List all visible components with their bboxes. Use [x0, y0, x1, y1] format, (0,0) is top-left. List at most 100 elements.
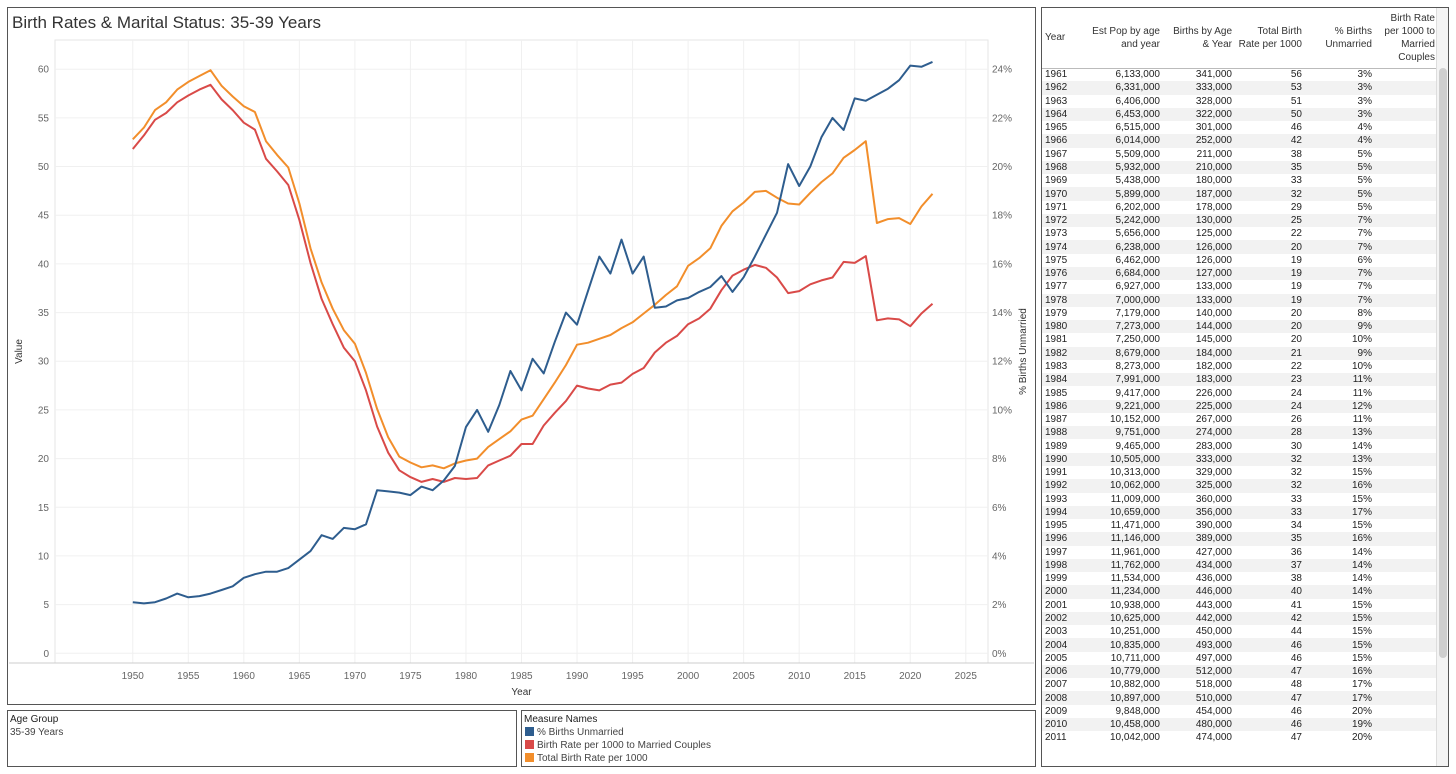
table-row[interactable]: 1968 5,932,000 210,000 35 5% [1042, 160, 1437, 175]
table-cell: 19 [1234, 266, 1304, 281]
table-cell [1374, 240, 1437, 254]
data-table-panel[interactable]: Year Est Pop by age and year Births by A… [1041, 7, 1449, 767]
table-header-row: Year Est Pop by age and year Births by A… [1042, 8, 1437, 69]
line-chart[interactable]: 1950 1955 1960 1965 1970 1975 1980 1985 1990 1995… [8, 8, 1035, 704]
table-row[interactable]: 1972 5,242,000 130,000 25 7% [1042, 213, 1437, 228]
table-cell [1374, 678, 1437, 691]
table-cell: 35 [1234, 532, 1304, 546]
table-cell: 11,534,000 [1110, 573, 1160, 585]
table-row[interactable]: 1964 6,453,000 322,000 50 3% [1042, 107, 1437, 122]
table-row[interactable]: 1969 5,438,000 180,000 33 5% [1042, 174, 1437, 187]
table-row[interactable]: 2001 10,938,000 443,000 41 15% [1042, 599, 1437, 612]
table-row[interactable]: 2000 11,234,000 446,000 40 14% [1042, 585, 1437, 599]
table-row[interactable]: 1962 6,331,000 333,000 53 3% [1042, 81, 1437, 95]
series-line-married[interactable] [132, 83, 934, 483]
table-row[interactable]: 1977 6,927,000 133,000 19 7% [1042, 280, 1437, 293]
table-row[interactable]: 1975 6,462,000 126,000 19 6% [1042, 254, 1437, 267]
table-row[interactable]: 1996 11,146,000 389,000 35 16% [1042, 532, 1437, 546]
legend-item-married[interactable]: Birth Rate per 1000 to Married Couples [525, 740, 711, 751]
table-cell: 53 [1234, 81, 1304, 95]
table-row[interactable]: 1982 8,679,000 184,000 21 9% [1042, 346, 1437, 360]
age-group-filter[interactable]: Age Group 35-39 Years [7, 710, 517, 767]
table-row[interactable]: 2003 10,251,000 450,000 44 15% [1042, 625, 1437, 638]
x-tick-label: 2025 [955, 671, 978, 682]
y-tick-label: 50 [38, 162, 50, 173]
table-row[interactable]: 1966 6,014,000 252,000 42 4% [1042, 134, 1437, 148]
table-row[interactable]: 1971 6,202,000 178,000 29 5% [1042, 201, 1437, 214]
table-row[interactable]: 2011 10,042,000 474,000 47 20% [1042, 731, 1437, 744]
table-row[interactable]: 1989 9,465,000 283,000 30 14% [1042, 439, 1437, 452]
table-cell: 2010 [1042, 718, 1090, 732]
table-row[interactable]: 2010 10,458,000 480,000 46 19% [1042, 718, 1437, 732]
table-row[interactable]: 2009 9,848,000 454,000 46 20% [1042, 705, 1437, 718]
table-cell: 356,000 [1162, 505, 1234, 520]
table-cell: 10,897,000 [1090, 691, 1162, 705]
table-row[interactable]: 2006 10,779,000 512,000 47 16% [1042, 664, 1437, 679]
table-row[interactable]: 2004 10,835,000 493,000 46 15% [1042, 638, 1437, 652]
legend-item-total[interactable]: Total Birth Rate per 1000 [525, 753, 648, 764]
table-row[interactable]: 1998 11,762,000 434,000 37 14% [1042, 558, 1437, 573]
table-row[interactable]: 2007 10,882,000 518,000 48 17% [1042, 678, 1437, 691]
table-row[interactable]: 2002 10,625,000 442,000 42 15% [1042, 611, 1437, 626]
table-cell: 29 [1290, 201, 1302, 213]
table-row[interactable]: 1990 10,505,000 333,000 32 13% [1042, 452, 1437, 466]
table-row[interactable]: 1970 5,899,000 187,000 32 5% [1042, 187, 1437, 201]
table-row[interactable]: 1985 9,417,000 226,000 24 11% [1042, 386, 1437, 399]
table-row[interactable]: 1987 10,152,000 267,000 26 11% [1042, 413, 1437, 426]
header-married-birth-rate[interactable]: Birth Rate per 1000 to Married Couples [1374, 8, 1437, 69]
series-line-unmarried[interactable] [132, 60, 933, 605]
table-row[interactable]: 1974 6,238,000 126,000 20 7% [1042, 240, 1437, 254]
table-row[interactable]: 1991 10,313,000 329,000 32 15% [1042, 466, 1437, 479]
series-line-total[interactable] [132, 69, 934, 470]
filter-value[interactable]: 35-39 Years [10, 727, 64, 738]
header-births[interactable]: Births by Age & Year [1162, 8, 1234, 69]
table-row[interactable]: 1978 7,000,000 133,000 19 7% [1042, 293, 1437, 307]
table-row[interactable]: 1995 11,471,000 390,000 34 15% [1042, 519, 1437, 532]
scrollbar-thumb[interactable] [1439, 68, 1447, 658]
header-est-pop[interactable]: Est Pop by age and year [1090, 8, 1162, 69]
legend-swatch [525, 740, 534, 749]
table-cell: 24 [1290, 387, 1302, 399]
table-row[interactable]: 1993 11,009,000 360,000 33 15% [1042, 493, 1437, 506]
table-row[interactable]: 1994 10,659,000 356,000 33 17% [1042, 505, 1437, 520]
table-row[interactable]: 1963 6,406,000 328,000 51 3% [1042, 95, 1437, 108]
header-pct-unmarried[interactable]: % Births Unmarried [1304, 8, 1374, 69]
table-cell [1374, 718, 1437, 732]
table-row[interactable]: 1984 7,991,000 183,000 23 11% [1042, 373, 1437, 387]
table-cell: 7,000,000 [1090, 293, 1162, 307]
table-row[interactable]: 1988 9,751,000 274,000 28 13% [1042, 426, 1437, 440]
table-cell: 1993 [1045, 493, 1068, 505]
table-cell [1374, 413, 1437, 426]
table-row[interactable]: 1976 6,684,000 127,000 19 7% [1042, 266, 1437, 281]
table-cell [1374, 652, 1437, 665]
table-row[interactable]: 1980 7,273,000 144,000 20 9% [1042, 320, 1437, 334]
table-scrollbar[interactable] [1436, 8, 1448, 766]
table-row[interactable]: 1999 11,534,000 436,000 38 14% [1042, 572, 1437, 585]
table-row[interactable]: 2005 10,711,000 497,000 46 15% [1042, 652, 1437, 665]
table-row[interactable]: 1992 10,062,000 325,000 32 16% [1042, 479, 1437, 493]
table-cell: 442,000 [1162, 611, 1234, 626]
legend-item-unmarried[interactable]: % Births Unmarried [525, 727, 624, 738]
table-cell: 1969 [1045, 175, 1068, 187]
table-cell: 11% [1352, 414, 1372, 426]
table-row[interactable]: 1965 6,515,000 301,000 46 4% [1042, 121, 1437, 134]
table-row[interactable]: 1979 7,179,000 140,000 20 8% [1042, 307, 1437, 320]
table-row[interactable]: 2008 10,897,000 510,000 47 17% [1042, 691, 1437, 705]
table-cell: 1984 [1042, 373, 1090, 387]
table-cell: 10,625,000 [1090, 611, 1162, 626]
table-cell [1374, 493, 1437, 506]
table-row[interactable]: 1973 5,656,000 125,000 22 7% [1042, 227, 1437, 240]
table-row[interactable]: 1983 8,273,000 182,000 22 10% [1042, 360, 1437, 373]
table-cell: 10,152,000 [1109, 414, 1160, 426]
header-year[interactable]: Year [1042, 8, 1090, 69]
table-row[interactable]: 1967 5,509,000 211,000 38 5% [1042, 148, 1437, 161]
table-cell: 46 [1290, 122, 1302, 134]
table-row[interactable]: 1986 9,221,000 225,000 24 12% [1042, 399, 1437, 413]
table-cell: 17% [1304, 505, 1374, 520]
table-row[interactable]: 1997 11,961,000 427,000 36 14% [1042, 546, 1437, 559]
header-total-birth-rate[interactable]: Total Birth Rate per 1000 [1234, 8, 1304, 69]
table-row[interactable]: 1981 7,250,000 145,000 20 10% [1042, 333, 1437, 346]
table-row[interactable]: 1961 6,133,000 341,000 56 3% [1042, 68, 1437, 81]
table-cell: 2005 [1045, 652, 1068, 664]
table-cell: 3% [1357, 69, 1372, 81]
